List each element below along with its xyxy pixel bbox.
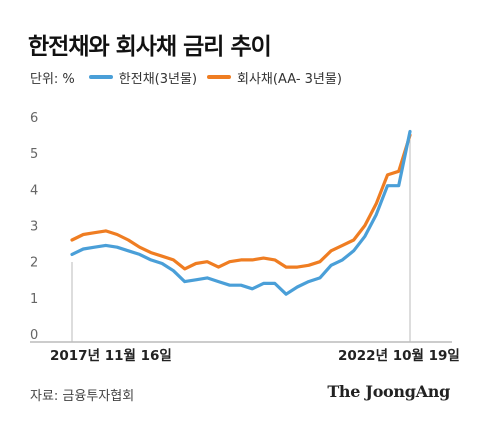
y-tick-label-2: 2 <box>30 256 38 271</box>
y-tick-label-6: 6 <box>30 111 38 126</box>
chart-title: 한전채와 회사채 금리 추이 <box>28 34 272 60</box>
x-end-date-label: 2022년 10월 19일 <box>338 347 460 364</box>
y-tick-label-3: 3 <box>30 220 38 235</box>
legend-swatch-corp <box>207 75 232 79</box>
y-tick-label-5: 5 <box>30 147 38 162</box>
series-line-corp <box>70 133 412 271</box>
series-line-kepco <box>70 129 412 296</box>
y-tick-label-0: 0 <box>30 328 38 343</box>
unit-label: 단위: % <box>30 71 75 87</box>
legend-item-corp: 회사채(AA- 3년물) <box>207 68 342 87</box>
x-start-date-label: 2017년 11월 16일 <box>50 347 172 364</box>
legend: 단위: % 한전채(3년물) 회사채(AA- 3년물) <box>30 68 352 87</box>
line-chart: 0 1 2 3 4 5 6 2017년 11월 16일 2022년 10월 19일 <box>30 111 460 364</box>
legend-label-corp: 회사채(AA- 3년물) <box>237 71 342 87</box>
legend-label-kepco: 한전채(3년물) <box>118 71 198 87</box>
legend-item-kepco: 한전채(3년물) <box>88 68 198 87</box>
y-tick-label-4: 4 <box>30 183 38 198</box>
publisher-logo: The JoongAng <box>327 382 450 401</box>
source-note: 자료: 금융투자협회 <box>30 389 135 404</box>
y-tick-label-1: 1 <box>30 292 38 307</box>
legend-swatch-kepco <box>88 75 113 79</box>
